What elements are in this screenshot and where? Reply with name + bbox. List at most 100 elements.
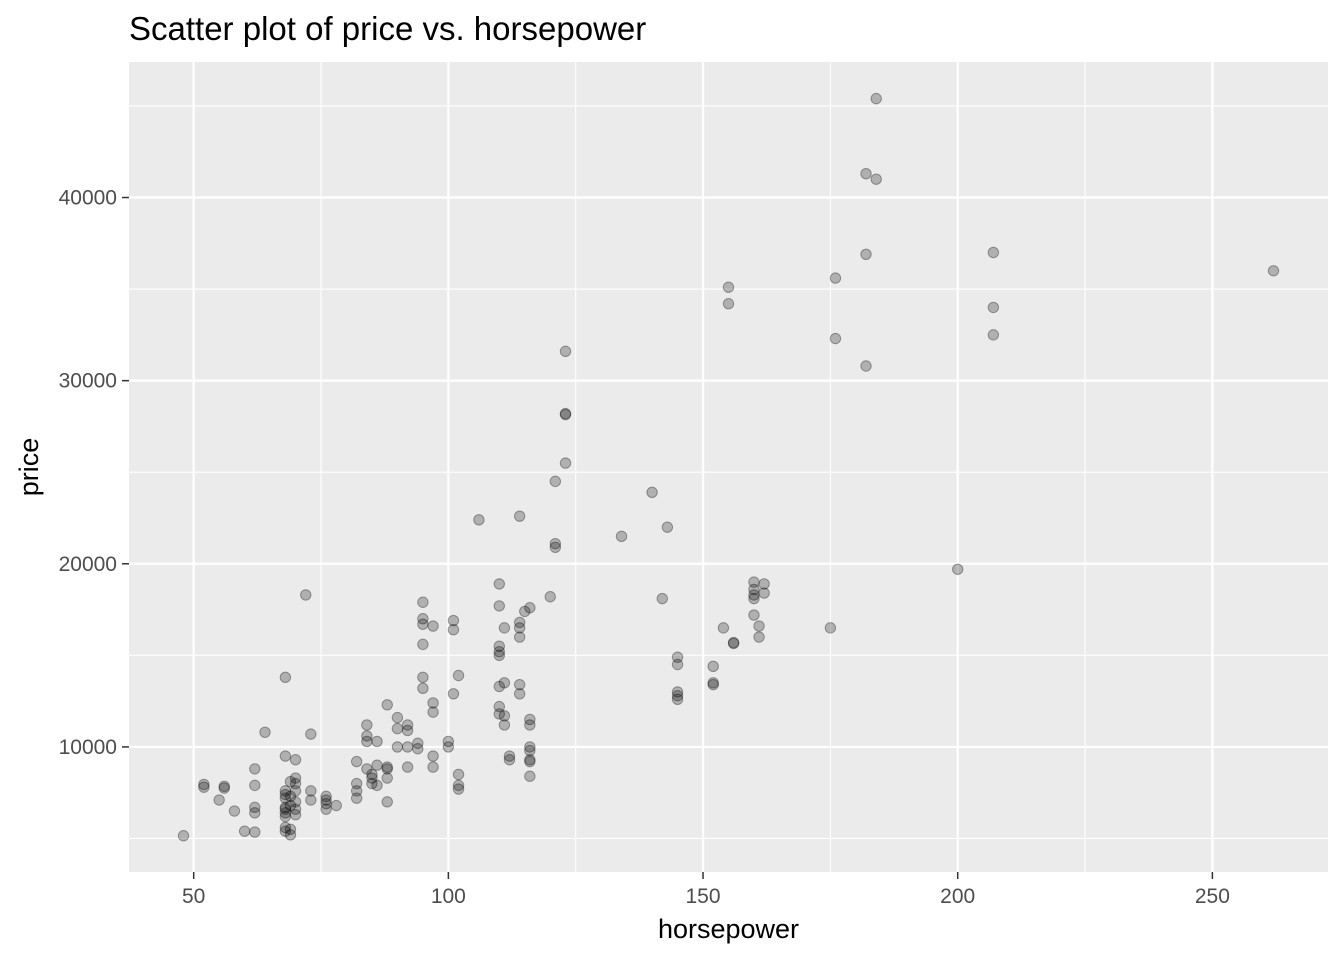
data-point <box>498 677 511 689</box>
data-point <box>279 803 292 815</box>
data-point <box>493 680 505 693</box>
data-point <box>259 726 271 738</box>
data-point <box>498 622 511 634</box>
data-point <box>493 708 505 720</box>
data-point <box>284 799 297 812</box>
data-point <box>279 801 292 814</box>
data-point <box>366 777 378 790</box>
data-point <box>615 530 628 543</box>
data-point <box>722 281 735 293</box>
data-point <box>524 744 536 757</box>
data-point <box>524 755 536 768</box>
x-axis-label: horsepower <box>658 914 799 944</box>
data-point <box>549 541 562 554</box>
data-point <box>289 803 302 815</box>
data-point <box>646 486 658 499</box>
data-point <box>391 722 404 735</box>
data-point <box>447 624 460 636</box>
data-point <box>671 658 684 671</box>
data-point <box>987 329 1000 341</box>
data-point <box>860 248 872 260</box>
data-point <box>498 710 511 722</box>
data-point <box>452 779 465 792</box>
data-point <box>671 686 684 698</box>
data-point <box>473 514 485 526</box>
data-point <box>289 808 302 821</box>
data-point <box>249 779 261 792</box>
data-point <box>870 173 882 185</box>
data-point <box>350 785 363 797</box>
data-point <box>452 669 465 682</box>
data-point <box>320 797 332 810</box>
data-point <box>279 792 292 804</box>
data-point <box>544 591 556 603</box>
data-point <box>524 754 536 766</box>
data-point <box>549 537 562 550</box>
data-point <box>519 605 531 618</box>
data-point <box>305 794 317 806</box>
data-point <box>671 651 684 663</box>
data-point <box>366 772 378 784</box>
data-point <box>707 660 719 673</box>
data-point <box>722 298 735 310</box>
data-point <box>447 614 460 627</box>
data-point <box>381 761 393 773</box>
data-point <box>860 168 872 180</box>
data-point <box>671 693 684 706</box>
data-point <box>493 640 505 652</box>
data-point <box>987 301 1000 314</box>
data-point <box>442 735 455 748</box>
data-point <box>320 794 332 806</box>
data-point <box>279 788 292 801</box>
data-point <box>452 783 465 795</box>
data-point <box>279 821 292 834</box>
data-point <box>427 620 439 632</box>
y-tick-label: 10000 <box>59 736 117 759</box>
data-point <box>661 521 674 533</box>
y-tick-label: 30000 <box>59 370 117 393</box>
data-point <box>870 92 882 105</box>
data-point <box>987 246 1000 259</box>
data-point <box>427 750 439 762</box>
x-axis-ticks: 50 100 150 200 250 <box>182 872 1230 908</box>
data-point <box>198 781 210 793</box>
data-point <box>748 609 760 621</box>
data-points <box>177 92 1280 842</box>
data-point <box>350 755 363 768</box>
data-point <box>727 637 740 650</box>
data-point <box>656 592 668 605</box>
data-point <box>412 737 424 749</box>
data-point <box>524 719 536 731</box>
data-point <box>289 777 302 790</box>
major-gridlines <box>129 62 1328 872</box>
data-point <box>559 407 572 420</box>
data-point <box>177 830 190 842</box>
chart-title: Scatter plot of price vs. horsepower <box>129 10 646 47</box>
y-axis-ticks: 10000 20000 30000 40000 <box>59 187 129 759</box>
data-point <box>213 794 225 806</box>
y-axis-label: price <box>14 438 44 497</box>
data-point <box>371 735 383 748</box>
data-point <box>381 772 393 784</box>
data-point <box>305 785 317 797</box>
plot-panel <box>129 62 1328 872</box>
data-point <box>513 616 526 629</box>
data-point <box>279 807 292 819</box>
y-tick-label: 40000 <box>59 187 117 210</box>
data-point <box>417 671 429 684</box>
data-point <box>513 510 526 522</box>
data-point <box>249 807 261 819</box>
data-point <box>493 578 505 590</box>
data-point <box>524 741 536 753</box>
data-point <box>401 761 414 773</box>
data-point <box>758 578 770 590</box>
data-point <box>524 713 536 726</box>
data-point <box>559 345 572 358</box>
data-point <box>350 777 363 790</box>
data-point <box>524 770 536 782</box>
data-point <box>447 688 460 700</box>
data-point <box>279 810 292 823</box>
y-tick-label: 20000 <box>59 553 117 576</box>
